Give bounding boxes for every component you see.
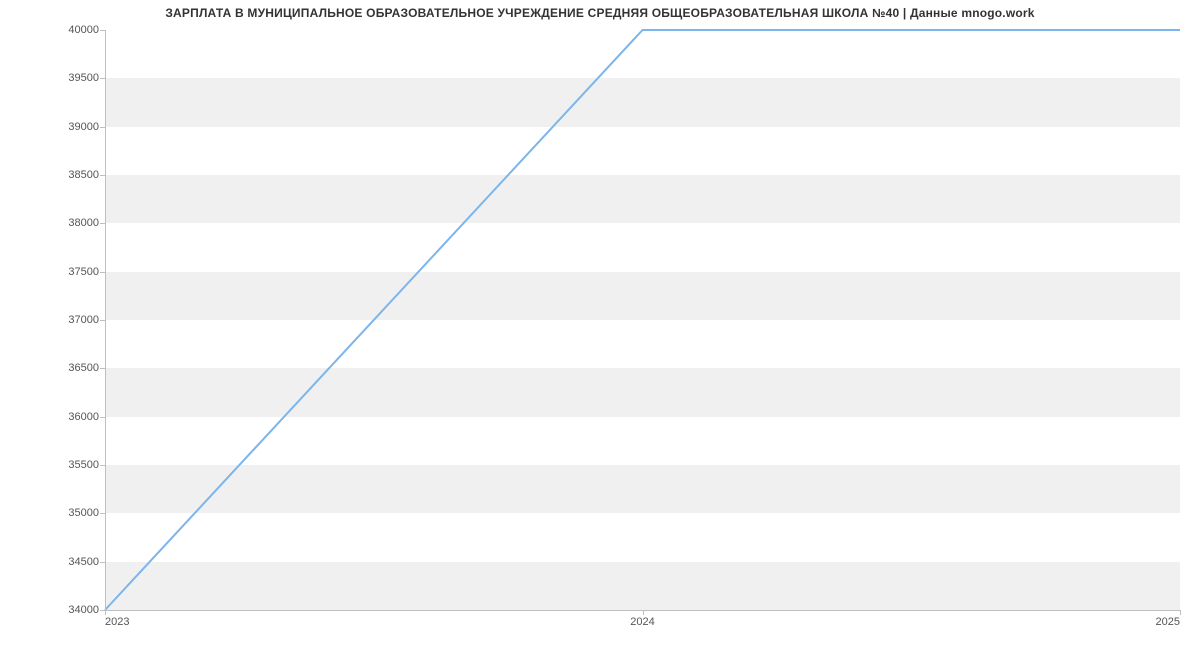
x-tick-mark (1180, 610, 1181, 615)
y-tick-mark (100, 562, 105, 563)
line-layer (105, 30, 1180, 610)
x-tick-mark (105, 610, 106, 615)
plot-area: 3400034500350003550036000365003700037500… (105, 30, 1180, 610)
x-tick-mark (643, 610, 644, 615)
x-tick-label: 2023 (105, 610, 129, 628)
y-tick-mark (100, 223, 105, 224)
y-tick-mark (100, 30, 105, 31)
salary-chart: ЗАРПЛАТА В МУНИЦИПАЛЬНОЕ ОБРАЗОВАТЕЛЬНОЕ… (0, 0, 1200, 650)
y-tick-mark (100, 78, 105, 79)
y-tick-mark (100, 127, 105, 128)
y-tick-mark (100, 272, 105, 273)
y-tick-mark (100, 513, 105, 514)
chart-title: ЗАРПЛАТА В МУНИЦИПАЛЬНОЕ ОБРАЗОВАТЕЛЬНОЕ… (0, 6, 1200, 20)
x-tick-label: 2025 (1156, 610, 1180, 628)
y-axis-line (105, 30, 106, 610)
y-tick-mark (100, 320, 105, 321)
y-tick-mark (100, 417, 105, 418)
series-line-salary (105, 30, 1180, 610)
y-tick-mark (100, 465, 105, 466)
y-tick-mark (100, 368, 105, 369)
y-tick-mark (100, 175, 105, 176)
